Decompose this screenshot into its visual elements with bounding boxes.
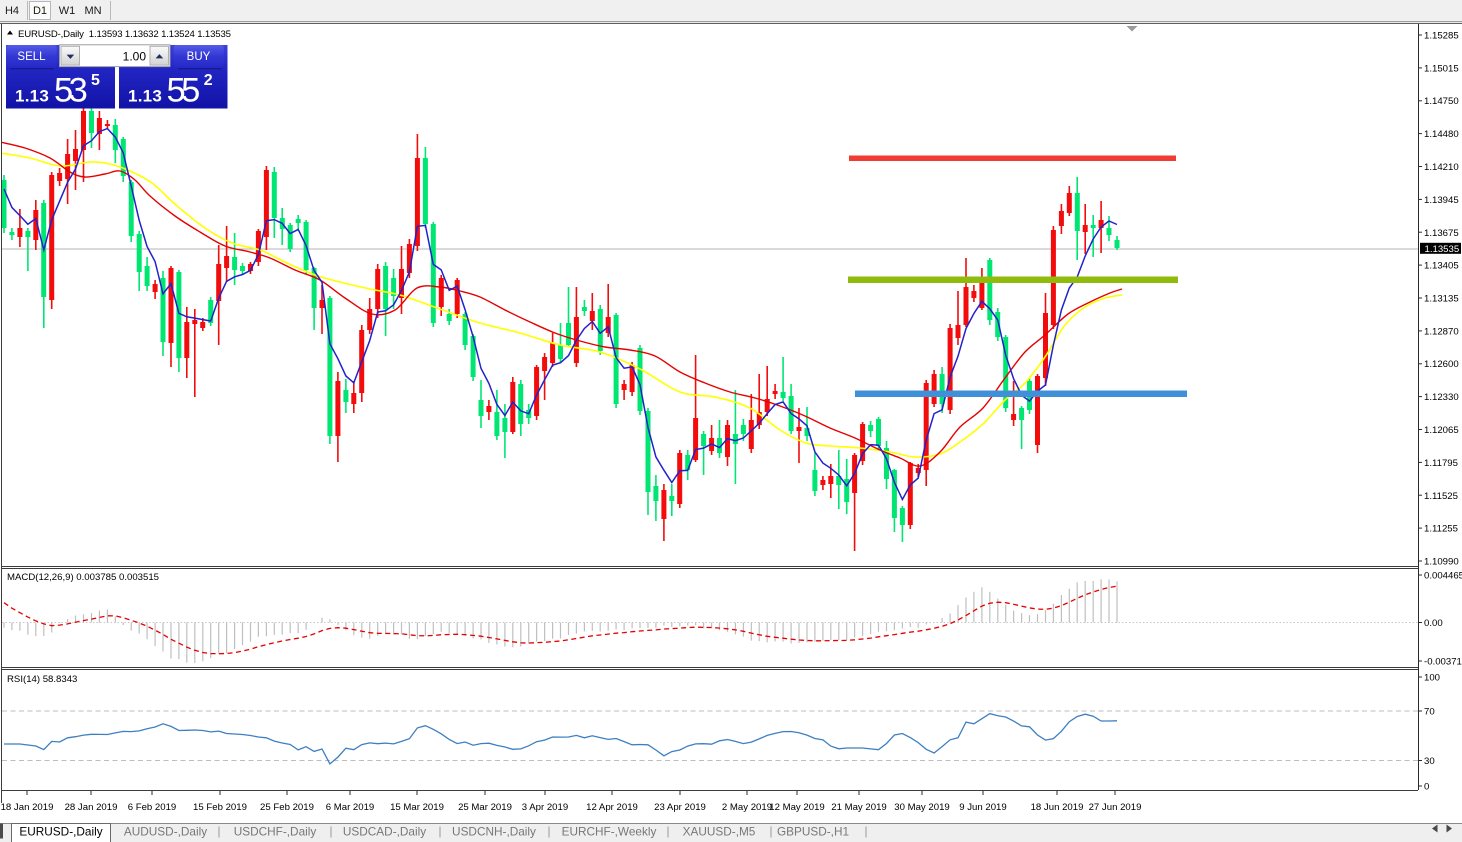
svg-text:1.11255: 1.11255 <box>1424 524 1458 535</box>
svg-text:1.13945: 1.13945 <box>1424 195 1459 206</box>
svg-text:5: 5 <box>91 72 100 89</box>
svg-text:25 Feb 2019: 25 Feb 2019 <box>260 802 314 813</box>
svg-text:1.13675: 1.13675 <box>1424 228 1459 239</box>
svg-text:21 May 2019: 21 May 2019 <box>831 802 886 813</box>
svg-text:3 Apr 2019: 3 Apr 2019 <box>522 802 568 813</box>
svg-text:XAUUSD-,M5: XAUUSD-,M5 <box>683 825 756 839</box>
svg-text:SELL: SELL <box>17 51 46 63</box>
svg-text:1.13135: 1.13135 <box>1424 294 1459 305</box>
svg-text:1.13405: 1.13405 <box>1424 261 1459 272</box>
svg-text:1.11795: 1.11795 <box>1424 458 1458 469</box>
svg-text:BUY: BUY <box>187 51 211 63</box>
svg-text:EURUSD-,Daily: EURUSD-,Daily <box>19 825 102 839</box>
svg-text:25 Mar 2019: 25 Mar 2019 <box>458 802 512 813</box>
svg-text:0.00: 0.00 <box>1424 618 1443 629</box>
svg-text:1.14210: 1.14210 <box>1424 162 1459 173</box>
svg-text:70: 70 <box>1424 707 1435 718</box>
svg-text:18 Jun 2019: 18 Jun 2019 <box>1031 802 1084 813</box>
svg-text:GBPUSD-,H1: GBPUSD-,H1 <box>777 825 849 839</box>
svg-text:AUDUSD-,Daily: AUDUSD-,Daily <box>124 825 207 839</box>
svg-text:2 May 2019: 2 May 2019 <box>722 802 772 813</box>
svg-text:EURUSD-,Daily 1.13593 1.13632: EURUSD-,Daily 1.13593 1.13632 1.13524 1.… <box>18 29 231 40</box>
svg-text:100: 100 <box>1424 673 1440 684</box>
svg-text:1.14480: 1.14480 <box>1424 129 1459 140</box>
svg-text:1.12065: 1.12065 <box>1424 425 1459 436</box>
svg-text:MN: MN <box>84 5 101 17</box>
svg-text:15 Mar 2019: 15 Mar 2019 <box>390 802 444 813</box>
svg-text:6 Feb 2019: 6 Feb 2019 <box>128 802 177 813</box>
svg-text:27 Jun 2019: 27 Jun 2019 <box>1089 802 1142 813</box>
svg-text:12 Apr 2019: 12 Apr 2019 <box>586 802 638 813</box>
svg-text:1.12600: 1.12600 <box>1424 359 1459 370</box>
svg-text:23 Apr 2019: 23 Apr 2019 <box>654 802 706 813</box>
svg-text:1.12870: 1.12870 <box>1424 326 1459 337</box>
svg-text:18 Jan 2019: 18 Jan 2019 <box>1 802 54 813</box>
svg-text:1.12330: 1.12330 <box>1424 392 1459 403</box>
svg-text:0: 0 <box>1424 782 1429 793</box>
svg-text:30 May 2019: 30 May 2019 <box>894 802 949 813</box>
svg-text:USDCAD-,Daily: USDCAD-,Daily <box>343 825 426 839</box>
svg-text:1.15285: 1.15285 <box>1424 31 1459 42</box>
svg-text:D1: D1 <box>33 5 47 17</box>
svg-text:RSI(14) 58.8343: RSI(14) 58.8343 <box>7 674 77 685</box>
svg-text:55: 55 <box>167 72 201 110</box>
svg-text:1.15015: 1.15015 <box>1424 63 1459 74</box>
svg-text:1.10990: 1.10990 <box>1424 557 1459 568</box>
svg-text:USDCNH-,Daily: USDCNH-,Daily <box>452 825 536 839</box>
svg-text:1.00: 1.00 <box>123 50 147 64</box>
svg-text:9 Jun 2019: 9 Jun 2019 <box>959 802 1006 813</box>
svg-text:30: 30 <box>1424 756 1435 767</box>
svg-text:53: 53 <box>54 72 88 110</box>
svg-text:1.13: 1.13 <box>15 87 49 106</box>
svg-text:W1: W1 <box>59 5 76 17</box>
svg-text:EURCHF-,Weekly: EURCHF-,Weekly <box>562 825 657 839</box>
svg-text:-0.003715: -0.003715 <box>1424 657 1462 668</box>
svg-text:1.14750: 1.14750 <box>1424 96 1459 107</box>
svg-text:12 May 2019: 12 May 2019 <box>769 802 824 813</box>
svg-text:MACD(12,26,9) 0.003785 0.00351: MACD(12,26,9) 0.003785 0.003515 <box>7 572 159 583</box>
svg-text:15 Feb 2019: 15 Feb 2019 <box>193 802 247 813</box>
svg-text:1.13: 1.13 <box>128 87 162 106</box>
svg-text:28 Jan 2019: 28 Jan 2019 <box>65 802 118 813</box>
svg-text:1.11525: 1.11525 <box>1424 491 1458 502</box>
svg-text:1.13535: 1.13535 <box>1425 244 1460 255</box>
svg-text:USDCHF-,Daily: USDCHF-,Daily <box>234 825 317 839</box>
svg-text:H4: H4 <box>5 5 19 17</box>
svg-text:2: 2 <box>204 72 213 89</box>
svg-text:6 Mar 2019: 6 Mar 2019 <box>326 802 375 813</box>
svg-text:0.004465: 0.004465 <box>1424 571 1462 582</box>
